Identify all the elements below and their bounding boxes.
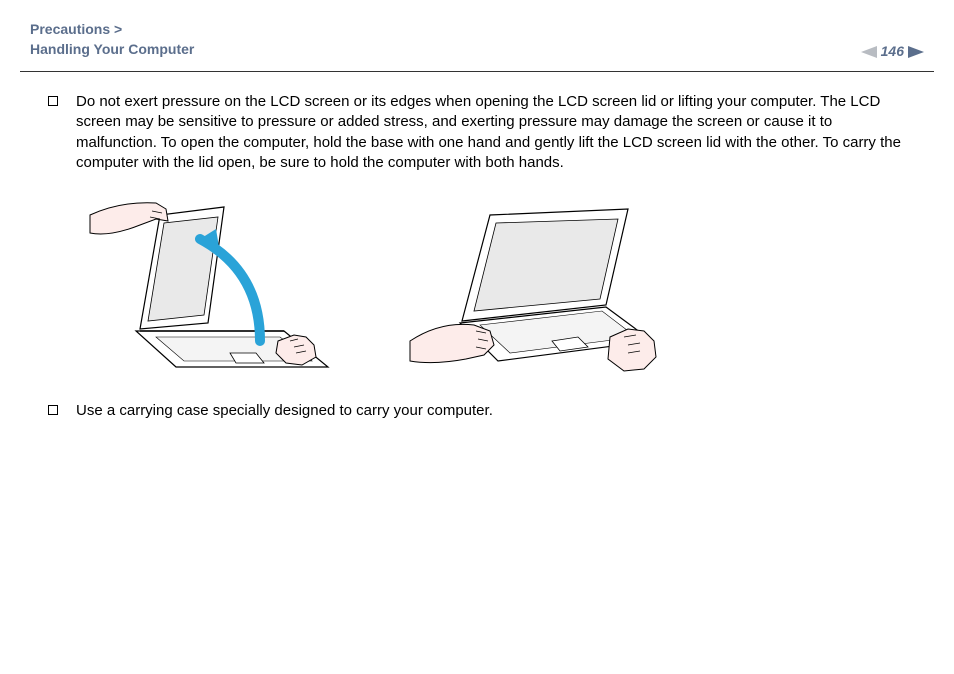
- page-content: Do not exert pressure on the LCD screen …: [0, 72, 954, 421]
- illustration-row: [80, 191, 910, 381]
- illustration-carry-laptop: [400, 191, 680, 381]
- page-number: 146: [881, 43, 904, 59]
- breadcrumb-line2: Handling Your Computer: [30, 41, 194, 57]
- bullet-square-icon: [48, 405, 58, 415]
- breadcrumb: Precautions > Handling Your Computer: [30, 20, 194, 59]
- breadcrumb-line1: Precautions >: [30, 21, 122, 37]
- illustration-open-laptop: [80, 191, 360, 381]
- page-navigation: 146: [861, 43, 924, 59]
- bullet-square-icon: [48, 96, 58, 106]
- page-header: Precautions > Handling Your Computer 146: [0, 0, 954, 71]
- list-item: Do not exert pressure on the LCD screen …: [44, 92, 910, 173]
- list-item: Use a carrying case specially designed t…: [44, 401, 910, 421]
- nav-prev-icon[interactable]: [861, 45, 877, 57]
- nav-next-icon[interactable]: [908, 45, 924, 57]
- bullet-text: Use a carrying case specially designed t…: [76, 401, 493, 421]
- bullet-text: Do not exert pressure on the LCD screen …: [76, 92, 910, 173]
